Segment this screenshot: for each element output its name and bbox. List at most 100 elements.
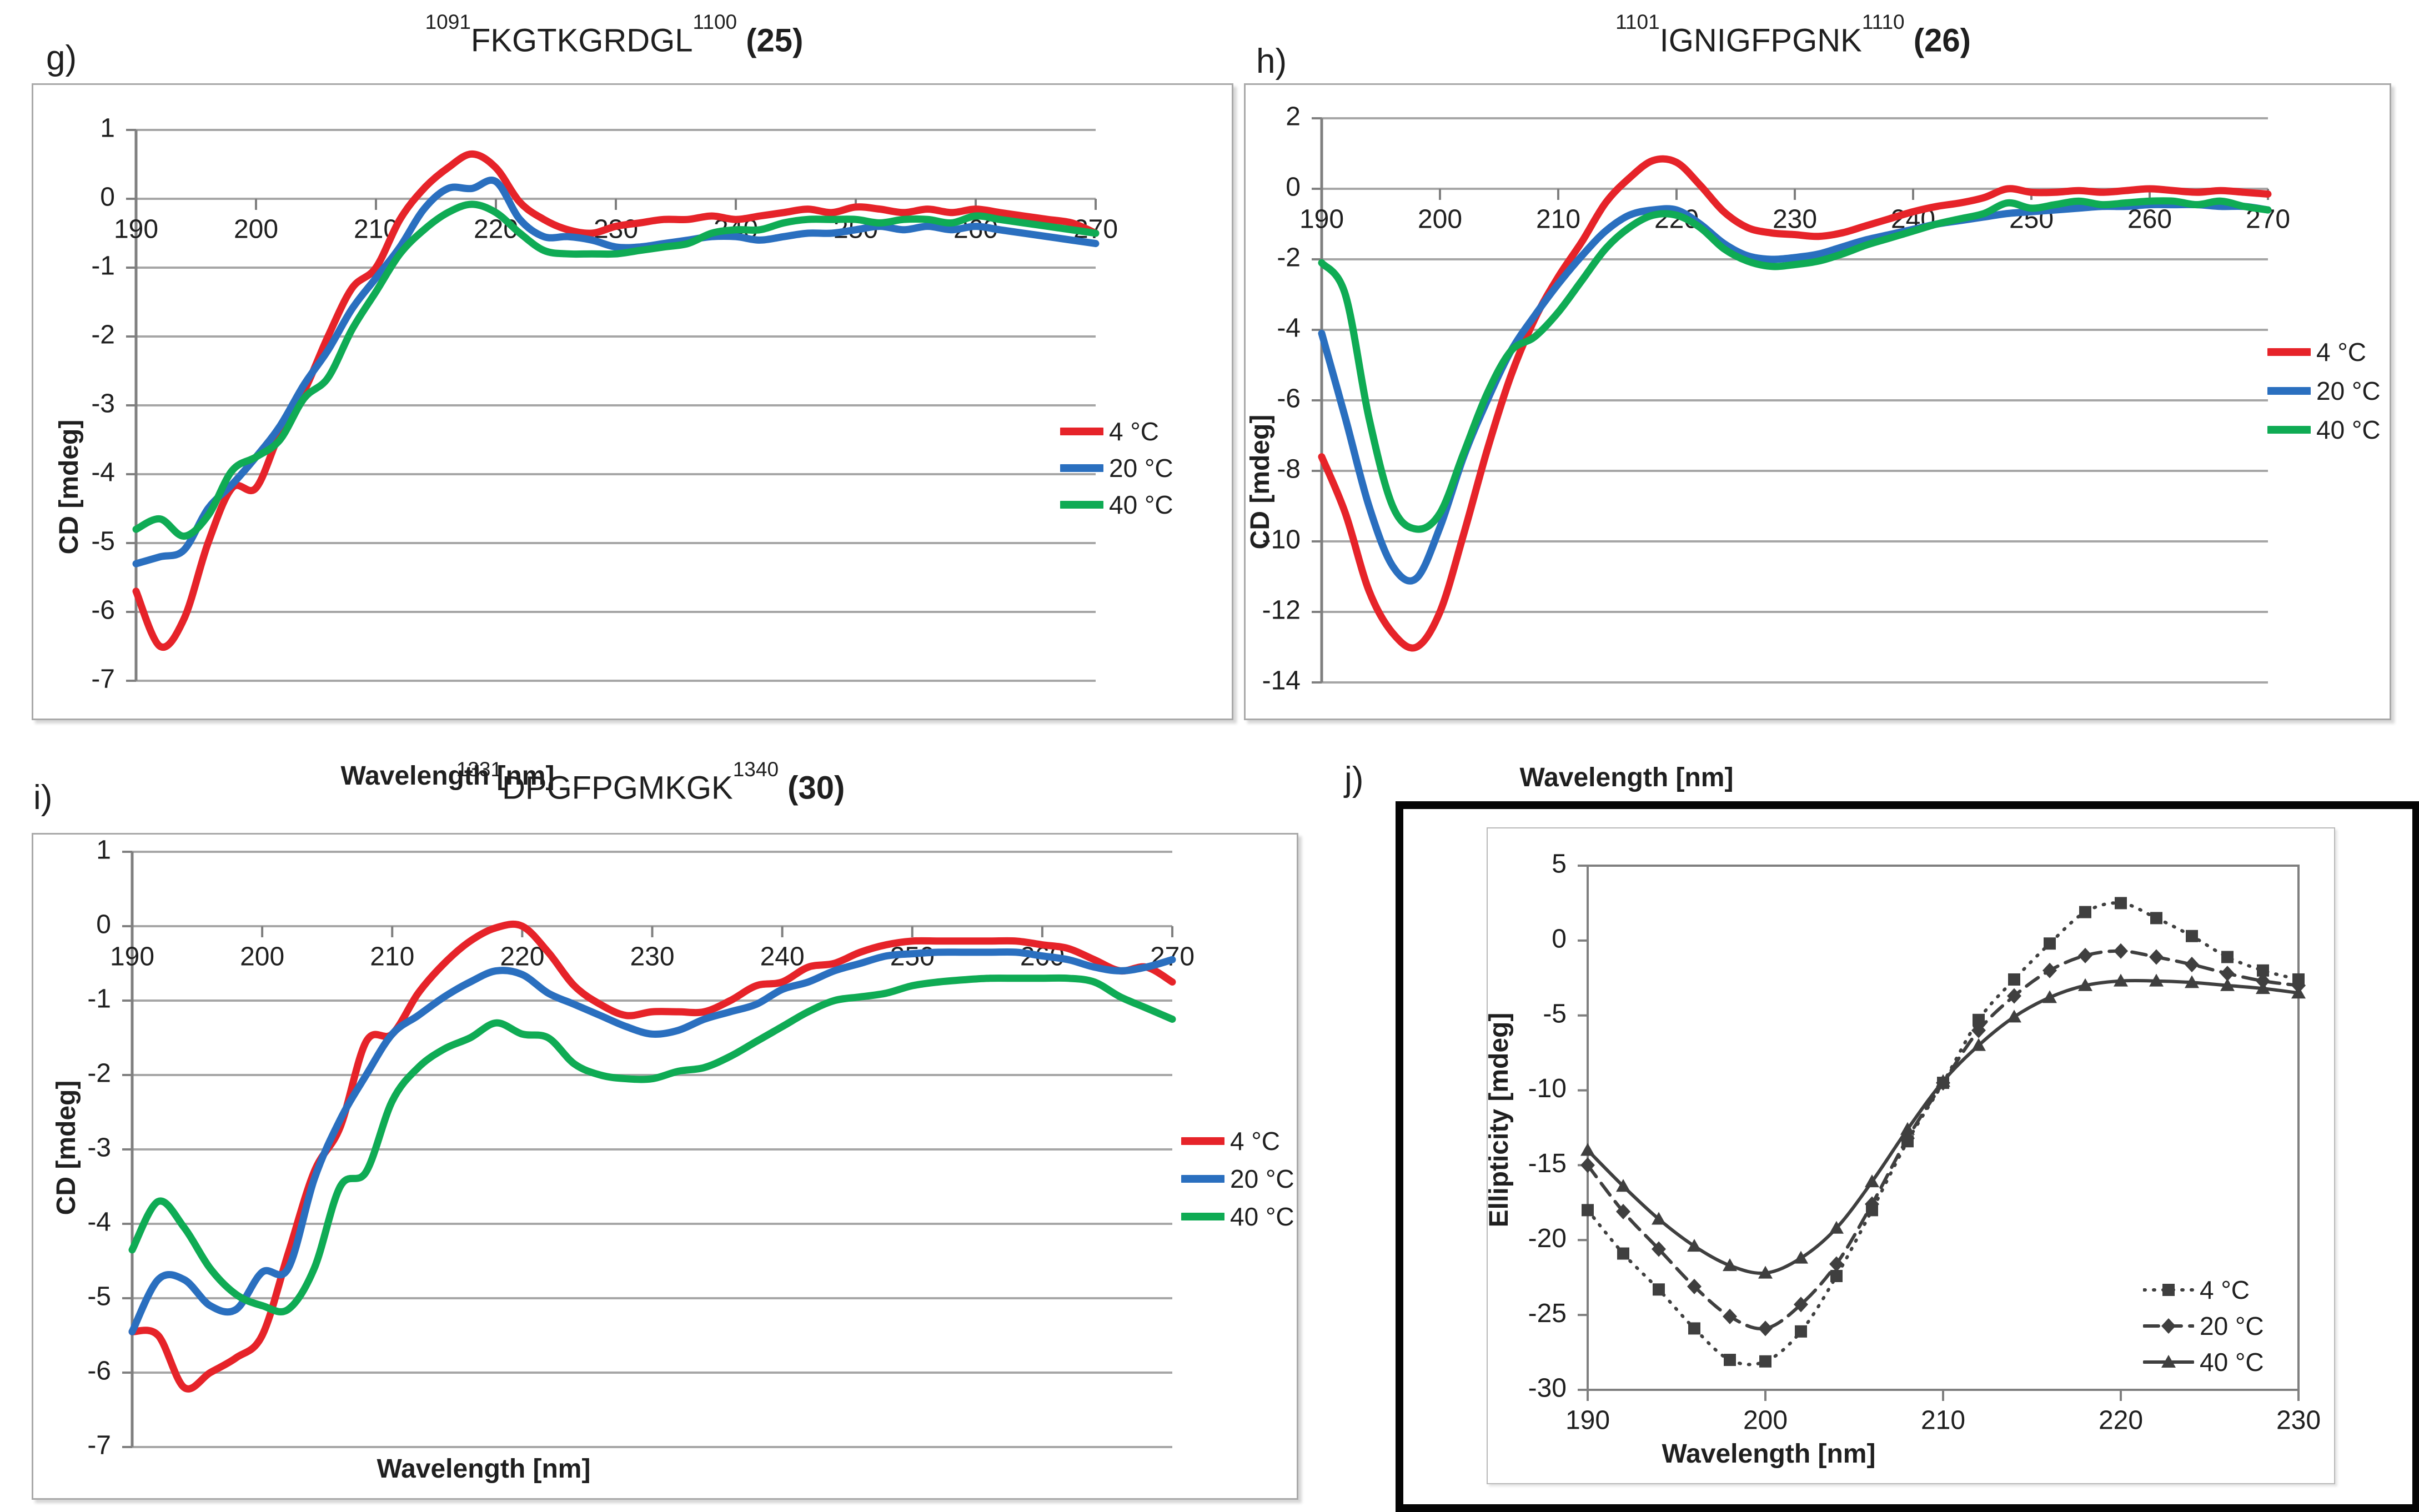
y-tick-label: -6	[87, 1357, 111, 1386]
diamond-marker	[2042, 962, 2057, 978]
y-axis-title-h: CD [mdeg]	[1246, 414, 1275, 550]
square-marker	[1724, 1354, 1736, 1367]
series-line-40°C	[128, 974, 1176, 1315]
triangle-marker	[2256, 981, 2270, 994]
title-ref-number: (30)	[787, 770, 845, 806]
y-tick-label: -1	[91, 252, 115, 281]
diamond-marker	[2220, 966, 2235, 982]
y-tick-label: -2	[87, 1059, 111, 1088]
triangle-marker	[1936, 1074, 1950, 1087]
title-sequence: FKGTKGRDGL	[470, 22, 693, 59]
y-tick-label: 0	[96, 910, 111, 940]
y-tick-label: -6	[91, 596, 115, 625]
square-marker	[2115, 897, 2127, 910]
diamond-marker	[2161, 1318, 2176, 1334]
chart-panel-i: 190 200 210 220 230 240 250 260 270 1 0 -1 -2 -3 -4 -5-…	[32, 833, 1298, 1500]
square-marker	[2079, 906, 2091, 918]
legend-label: 20 °C	[1230, 1164, 1294, 1193]
y-tick-label: 0	[100, 183, 115, 212]
series-line-20°C	[128, 948, 1176, 1335]
x-tick-label: 230	[630, 942, 674, 972]
x-tick-label: 220	[500, 942, 544, 972]
legend-h: 4 °C 20 °C 40 °C	[2267, 333, 2381, 449]
legend-item: 40 °C	[2143, 1344, 2264, 1380]
diamond-marker	[1794, 1297, 1808, 1313]
chart-plot-g: 190 200 210 220 230 240 250 260 27010-1-2-3-4-5-…	[91, 114, 1118, 694]
legend-swatch	[2267, 426, 2311, 434]
legend-swatch	[2143, 1354, 2194, 1368]
square-marker	[2221, 951, 2234, 963]
square-marker	[2008, 973, 2020, 986]
title-sequence: DPGFPGMKGK	[502, 770, 733, 806]
y-tick-label: -3	[91, 389, 115, 419]
legend-item: 4 °C	[1181, 1122, 1294, 1160]
diamond-marker	[1971, 1022, 1986, 1038]
square-marker	[2257, 964, 2269, 977]
y-tick-label: 1	[96, 836, 111, 865]
series-markers	[1580, 973, 2306, 1279]
legend-item: 20 °C	[1060, 450, 1173, 486]
panel-letter-j: j)	[1344, 760, 1364, 798]
title-sup-start: 1331	[456, 758, 502, 781]
y-tick-label: -5	[1543, 999, 1567, 1028]
x-tick-label: 220	[2099, 1406, 2143, 1435]
x-tick-label: 210	[1536, 205, 1580, 234]
legend-item: 40 °C	[1181, 1198, 1294, 1235]
y-tick-label: -4	[1277, 314, 1301, 343]
chart-title-i: 1331DPGFPGMKGK1340 (30)	[131, 755, 1171, 813]
legend-label: 4 °C	[2200, 1275, 2250, 1304]
triangle-marker	[2078, 978, 2092, 991]
title-sup-start: 1101	[1615, 11, 1660, 33]
square-marker	[2044, 937, 2056, 950]
triangle-marker	[2114, 973, 2128, 987]
diamond-marker	[2114, 943, 2128, 959]
diamond-marker	[1616, 1204, 1630, 1220]
legend-item: 20 °C	[1181, 1160, 1294, 1198]
legend-item: 20 °C	[2143, 1308, 2264, 1344]
x-axis-title-i: Wavelength [nm]	[377, 1454, 591, 1484]
x-tick-label: 200	[1743, 1406, 1788, 1435]
y-tick-label: -3	[87, 1133, 111, 1163]
y-tick-label: -20	[1528, 1224, 1567, 1253]
x-tick-label: 260	[2127, 205, 2172, 234]
legend-label: 4 °C	[1230, 1127, 1280, 1156]
chart-panel-h: 190 200 210 220 230 240 250 260 270 2 0 -2 -4 -6 -8 -10…	[1244, 83, 2391, 720]
title-sequence: IGNIGFPGNK	[1659, 22, 1862, 59]
panel-letter-i: i)	[33, 778, 53, 817]
y-tick-label: -10	[1528, 1074, 1567, 1103]
x-tick-label: 230	[2276, 1406, 2321, 1435]
series-line-20°C	[1586, 949, 2300, 1331]
panel-letter-g: g)	[46, 39, 77, 77]
x-tick-label: 200	[234, 215, 278, 244]
y-tick-label: -4	[91, 458, 115, 488]
triangle-marker	[2149, 973, 2164, 987]
legend-swatch	[1060, 428, 1103, 435]
chart-title-g: 1091FKGTKGRDGL1100 (25)	[134, 8, 1094, 66]
y-tick-label: -12	[1262, 596, 1301, 625]
series-line-4°C	[128, 920, 1176, 1393]
square-marker	[1759, 1355, 1771, 1368]
legend-item: 4 °C	[1060, 413, 1173, 450]
y-axis-title-g: CD [mdeg]	[54, 419, 84, 555]
title-sup-end: 1100	[692, 11, 737, 33]
chart-plot-j: 190 200 210 220 230 5 0 -5 -10 -15 -20 -25 -30	[1528, 850, 2321, 1435]
legend-item: 40 °C	[1060, 486, 1173, 523]
series-line-4°C	[1586, 901, 2300, 1367]
legend-i: 4 °C 20 °C 40 °C	[1181, 1122, 1294, 1235]
triangle-marker	[1687, 1239, 1702, 1252]
y-tick-label: 0	[1286, 173, 1301, 202]
legend-label: 4 °C	[2316, 338, 2366, 366]
y-tick-label: -7	[87, 1431, 111, 1460]
diamond-marker	[2007, 988, 2021, 1004]
x-tick-label: 190	[1299, 205, 1344, 234]
y-axis-title-i: CD [mdeg]	[52, 1080, 81, 1215]
x-axis-title-g: Wavelength [nm]	[340, 761, 555, 791]
triangle-marker	[2042, 990, 2057, 1003]
square-marker	[1795, 1325, 1807, 1338]
triangle-marker	[1794, 1250, 1808, 1264]
y-tick-label: -10	[1262, 525, 1301, 555]
series-line-20°C	[132, 177, 1100, 567]
square-marker	[1830, 1270, 1843, 1283]
triangle-marker	[1865, 1174, 1879, 1188]
square-marker	[1688, 1322, 1700, 1335]
